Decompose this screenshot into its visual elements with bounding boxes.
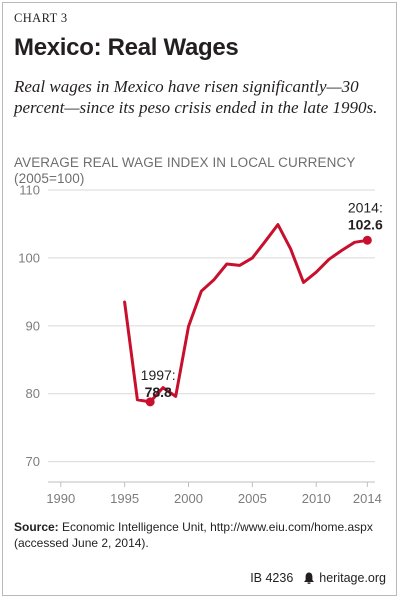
- x-tick-1995: 1995: [110, 491, 139, 506]
- data-point-2014: [362, 235, 372, 245]
- y-tick-110: 110: [19, 183, 40, 198]
- source-note: Source: Economic Intelligence Unit, http…: [14, 519, 389, 551]
- y-tick-70: 70: [26, 454, 40, 469]
- annotation-value-1997: 78.8: [145, 384, 172, 400]
- annotation-value-2014: 102.6: [348, 216, 383, 232]
- x-tick-2014: 2014: [353, 491, 382, 506]
- series-line-real-wage-index: [123, 223, 369, 404]
- y-axis-title: AVERAGE REAL WAGE INDEX IN LOCAL CURRENC…: [14, 155, 356, 186]
- chart-subtitle: Real wages in Mexico have risen signific…: [14, 77, 378, 117]
- source-text: Economic Intelligence Unit, http://www.e…: [14, 520, 373, 550]
- x-tick-labels: 1990 1995 2000 2005 2010 2014: [46, 491, 381, 506]
- x-tick-2000: 2000: [174, 491, 203, 506]
- x-tick-2010: 2010: [302, 491, 331, 506]
- annotation-year-1997: 1997:: [141, 367, 176, 383]
- report-id: IB 4236: [250, 571, 294, 585]
- footer: IB 4236 heritage.org: [250, 571, 386, 585]
- annotation-year-2014: 2014:: [348, 199, 383, 215]
- y-tick-100: 100: [18, 250, 40, 265]
- y-tick-labels: 70 80 90 100 110: [18, 183, 40, 470]
- x-tick-1990: 1990: [46, 491, 75, 506]
- data-points: [145, 235, 372, 407]
- gridlines: [48, 189, 375, 487]
- source-label: Source:: [14, 520, 59, 534]
- bell-icon: [304, 572, 315, 584]
- chart-number: CHART 3: [14, 11, 68, 25]
- site-link[interactable]: heritage.org: [319, 571, 386, 585]
- chart-frame: [2, 2, 397, 596]
- x-tick-2005: 2005: [238, 491, 267, 506]
- y-tick-90: 90: [26, 318, 40, 333]
- data-point-1997: [145, 397, 155, 407]
- y-tick-80: 80: [26, 386, 40, 401]
- chart-title: Mexico: Real Wages: [14, 34, 239, 61]
- annotations: 1997:78.8 2014:102.6: [141, 199, 383, 400]
